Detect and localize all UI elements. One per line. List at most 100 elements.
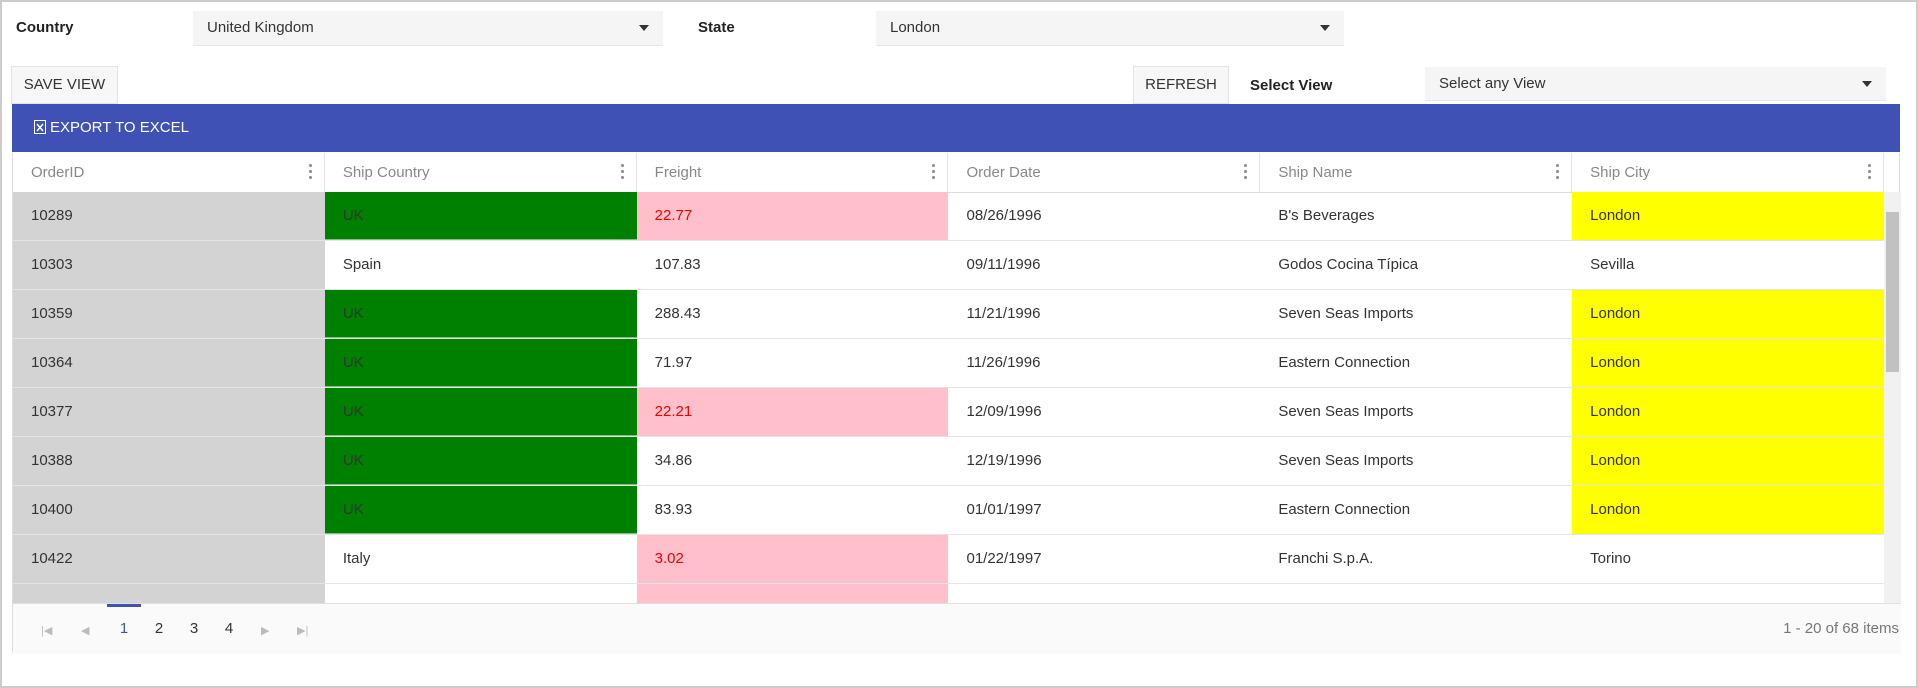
grid-cell: Sevilla [1590, 256, 1635, 273]
toolbar: EXPORT TO EXCEL [12, 104, 1900, 152]
column-menu[interactable] [620, 164, 624, 182]
grid-cell: UK [324, 437, 637, 485]
column-title: Ship Name [1278, 164, 1353, 181]
grid-cell: 01/22/1997 [966, 550, 1042, 567]
grid-cell: London [1572, 486, 1884, 534]
grid-cell: 08/26/1996 [966, 207, 1042, 224]
grid-cell-partial [325, 584, 637, 603]
grid-cell-partial [13, 584, 325, 603]
export-button[interactable]: EXPORT TO EXCEL [34, 119, 189, 136]
last-page[interactable]: ▶| [297, 625, 309, 637]
grid-cell: London [1572, 192, 1884, 240]
grid-cell: 10359 [13, 290, 325, 338]
save-view-button[interactable]: SAVE VIEW [11, 66, 118, 104]
grid-cell: Eastern Connection [1278, 354, 1411, 371]
refresh-button[interactable]: REFRESH [1133, 66, 1229, 104]
grid-cell: 12/09/1996 [966, 403, 1042, 420]
pager-summary: 1 - 20 of 68 items [1783, 620, 1899, 637]
grid-cell: Seven Seas Imports [1278, 403, 1414, 420]
column-header[interactable]: Freight [637, 153, 949, 192]
grid-cell: London [1572, 290, 1884, 338]
column-title: Ship Country [342, 164, 430, 181]
grid-cell: Godos Cocina Típica [1278, 256, 1419, 273]
grid-cell-partial [1572, 584, 1884, 603]
grid-cell: 22.21 [636, 388, 949, 436]
column-title: Ship City [1590, 164, 1651, 181]
column-menu[interactable] [932, 164, 936, 182]
first-page[interactable]: |◀ [41, 625, 53, 637]
country-label: Country [16, 19, 74, 36]
state-dropdown[interactable]: London [876, 11, 1344, 46]
grid-cell: 11/21/1996 [966, 305, 1041, 322]
column-header[interactable]: Ship Name [1260, 153, 1573, 192]
grid-row: 10359 UK 288.43 11/21/1996 Seven Seas Import… [13, 290, 1884, 339]
grid-cell: 10289 [13, 192, 325, 240]
column-title: Order Date [966, 164, 1041, 181]
grid-cell-partial [636, 584, 949, 603]
grid-cell: UK [324, 192, 637, 240]
column-header[interactable]: Order Date [948, 153, 1261, 192]
column-header[interactable]: Ship Country [325, 153, 637, 192]
grid-row: 10364 UK 71.97 11/26/1996 Eastern Connection… [13, 339, 1884, 388]
state-label: State [698, 19, 735, 36]
grid-cell: 01/01/1997 [966, 501, 1042, 518]
country-value: United Kingdom [207, 19, 314, 36]
grid-row: 10303 Spain 107.83 09/11/1996 Godos Cocina T… [13, 241, 1884, 290]
grid-cell: Italy [342, 550, 371, 567]
page-number[interactable]: 1 [107, 604, 141, 654]
grid-cell: 3.02 [636, 535, 949, 583]
grid-row: 10400 UK 83.93 01/01/1997 Eastern Connection… [13, 486, 1884, 535]
grid-cell: 09/11/1996 [966, 256, 1041, 273]
column-header[interactable]: OrderID [13, 153, 325, 192]
grid-cell-partial [1260, 584, 1572, 603]
grid-cell: Torino [1590, 550, 1631, 567]
column-title: OrderID [31, 164, 85, 181]
grid: OrderID Ship Country Freight Order Date Ship… [12, 153, 1901, 654]
grid-cell: Franchi S.p.A. [1278, 550, 1374, 567]
grid-cell: London [1572, 339, 1884, 387]
grid-cell: 10400 [13, 486, 325, 534]
prev-page[interactable]: ◀ [81, 625, 90, 637]
grid-cell: London [1572, 388, 1884, 436]
page-number[interactable]: 4 [224, 620, 234, 637]
scroll-thumb[interactable] [1886, 212, 1899, 372]
grid-row-partial [13, 584, 1884, 603]
grid-row: 10377 UK 22.21 12/09/1996 Seven Seas Imports… [13, 388, 1884, 437]
grid-cell: 107.83 [654, 256, 701, 273]
grid-cell: UK [324, 486, 637, 534]
grid-cell: 22.77 [636, 192, 949, 240]
grid-cell: UK [324, 339, 637, 387]
grid-cell: 83.93 [654, 501, 693, 518]
grid-cell: 288.43 [654, 305, 701, 322]
grid-cell: 11/26/1996 [966, 354, 1041, 371]
grid-cell: 12/19/1996 [966, 452, 1042, 469]
grid-cell: Seven Seas Imports [1278, 452, 1414, 469]
grid-cell: Spain [342, 256, 382, 273]
column-menu[interactable] [1556, 164, 1560, 182]
grid-row: 10289 UK 22.77 08/26/1996 B's Beverages Londo… [13, 192, 1884, 241]
scrollbar[interactable] [1884, 192, 1901, 603]
grid-row: 10388 UK 34.86 12/19/1996 Seven Seas Imports… [13, 437, 1884, 486]
column-title: Freight [654, 164, 702, 181]
grid-cell: Eastern Connection [1278, 501, 1411, 518]
export-label: EXPORT TO EXCEL [50, 119, 189, 136]
state-value: London [890, 19, 941, 36]
page-number[interactable]: 3 [189, 620, 199, 637]
column-header[interactable]: Ship City [1572, 153, 1884, 192]
select-view-dropdown[interactable]: Select any View [1425, 67, 1886, 101]
column-menu[interactable] [308, 164, 312, 182]
page-number[interactable]: 2 [154, 620, 164, 637]
grid-cell: 10388 [13, 437, 325, 485]
grid-cell-partial [948, 584, 1260, 603]
column-menu[interactable] [1867, 164, 1871, 182]
grid-cell: 71.97 [654, 354, 693, 371]
next-page[interactable]: ▶ [261, 625, 270, 637]
country-dropdown[interactable]: United Kingdom [193, 11, 663, 46]
grid-cell: UK [324, 290, 637, 338]
excel-icon [34, 120, 46, 134]
column-menu[interactable] [1244, 164, 1248, 182]
grid-cell: 10422 [13, 535, 325, 583]
grid-header: OrderID Ship Country Freight Order Date Ship… [13, 153, 1884, 193]
grid-cell: B's Beverages [1278, 207, 1375, 224]
